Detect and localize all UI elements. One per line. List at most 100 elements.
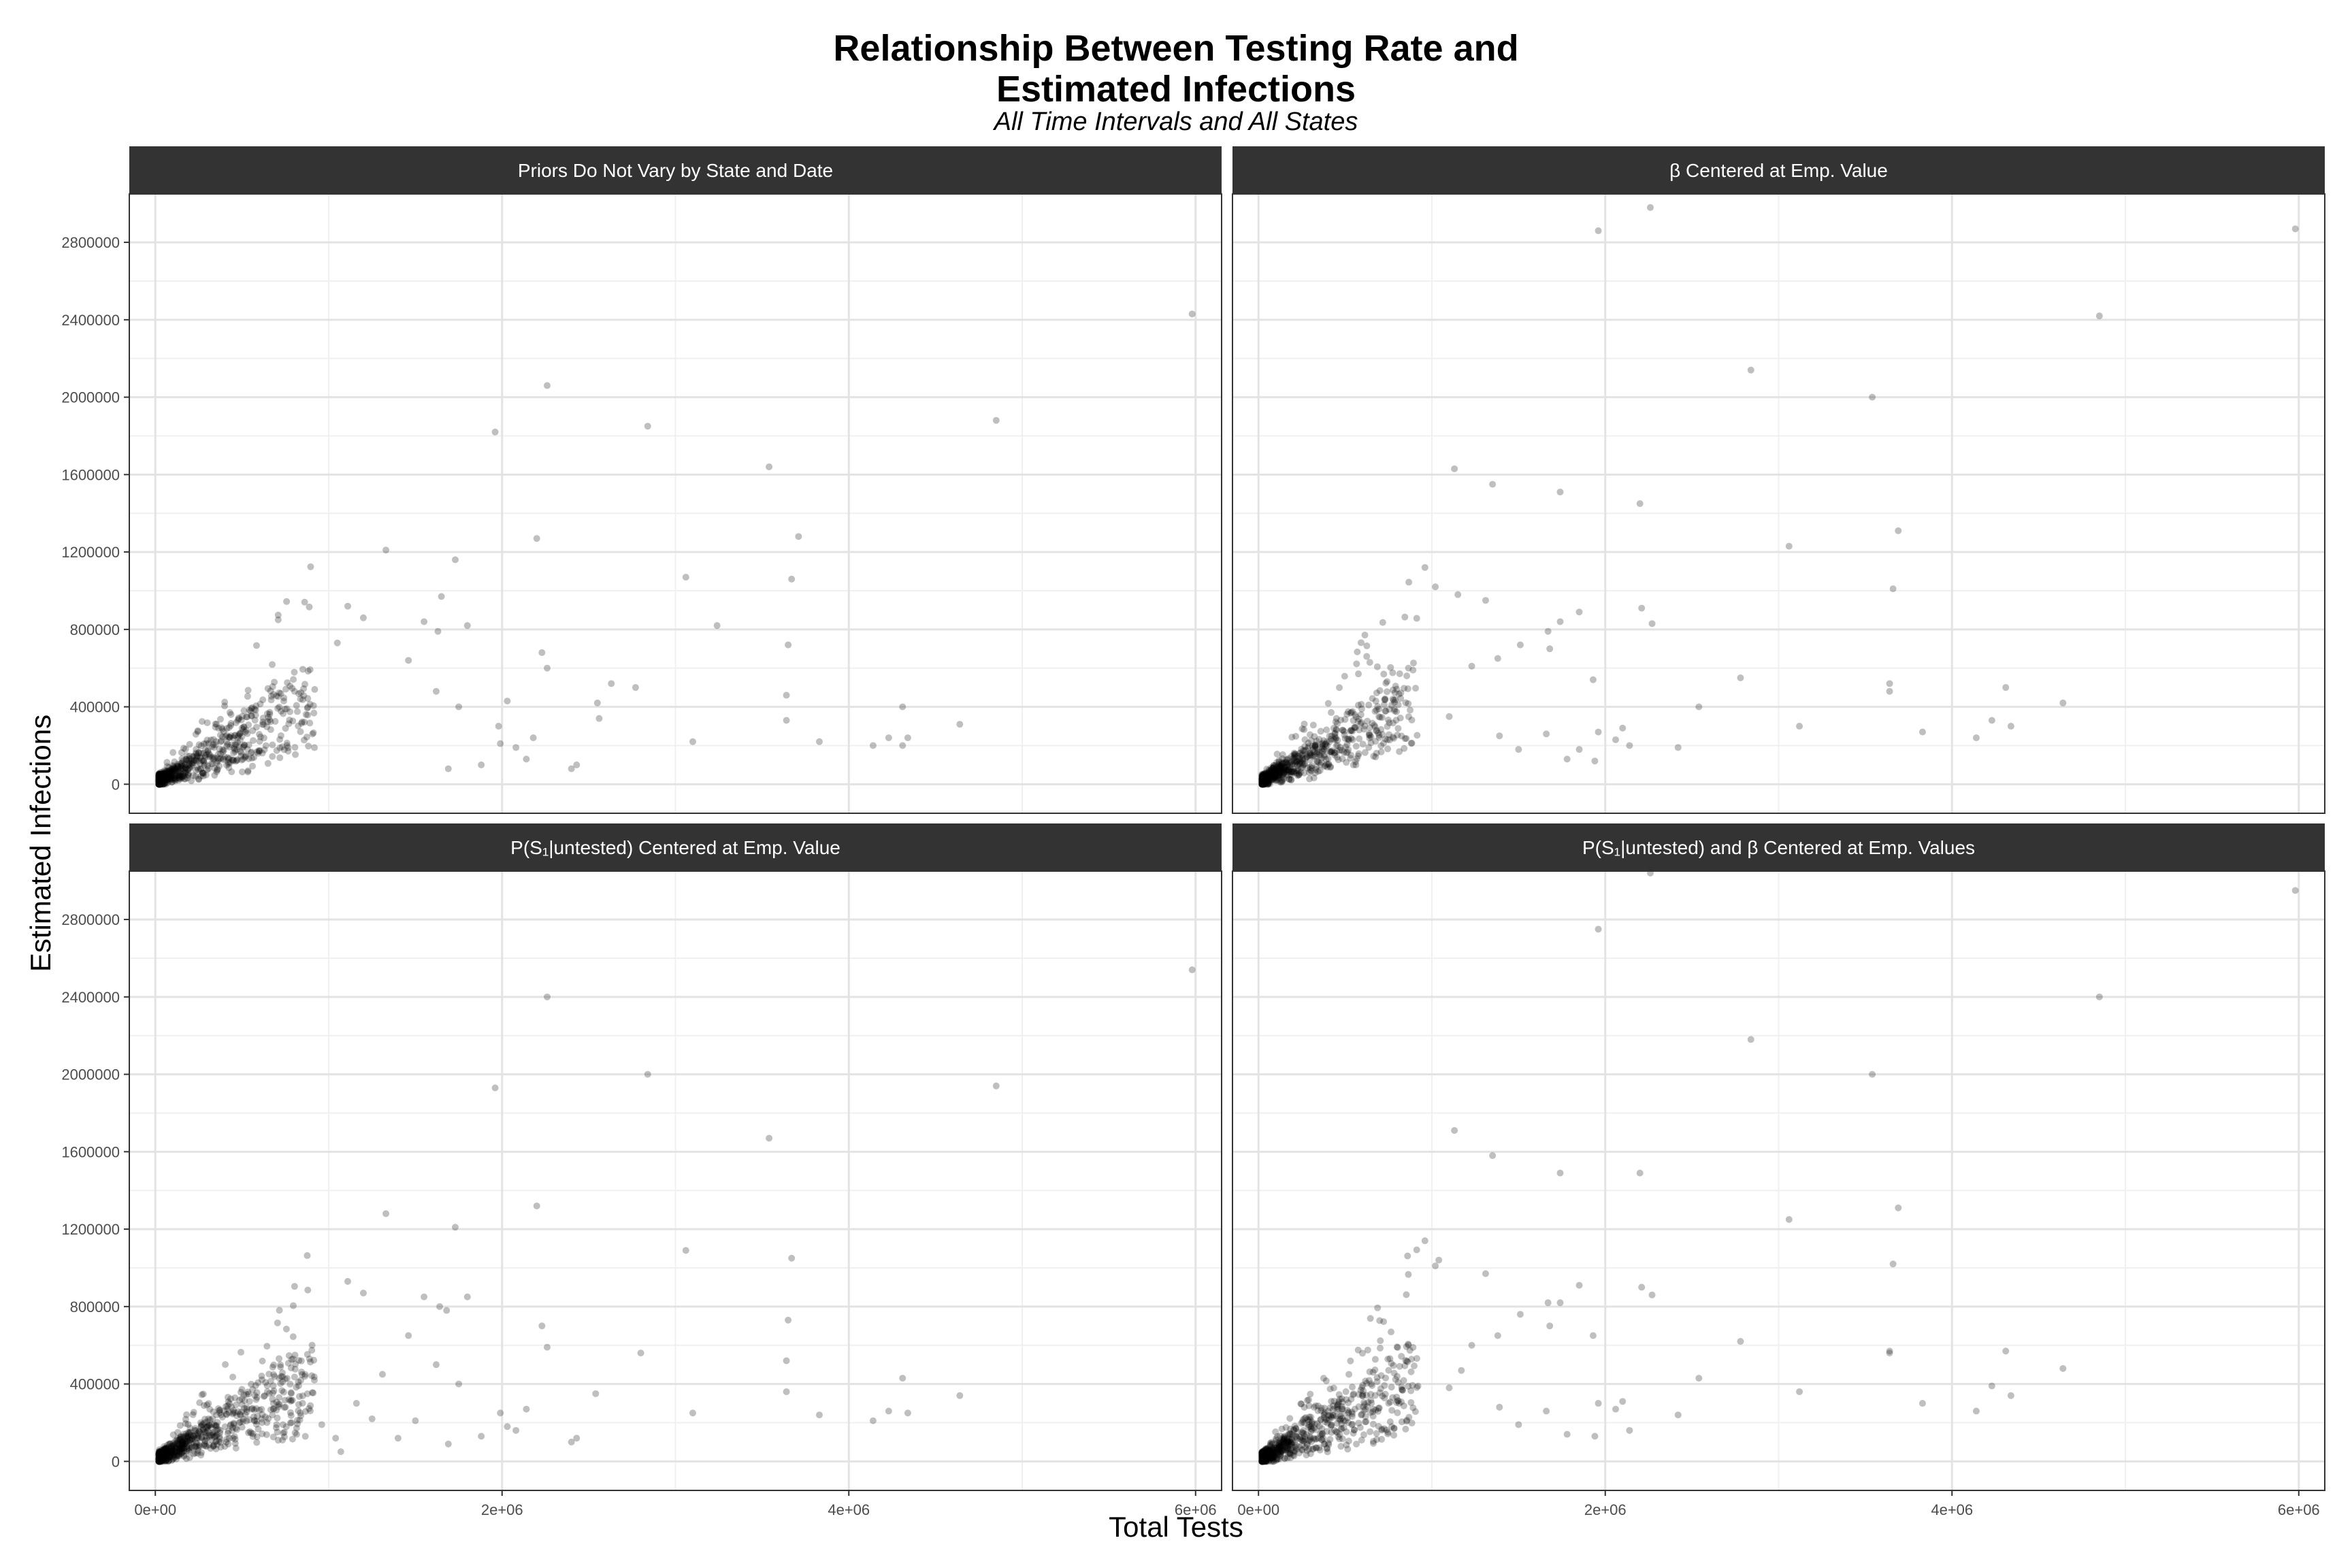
data-point bbox=[188, 755, 195, 763]
data-point bbox=[1284, 772, 1291, 779]
data-point bbox=[956, 1392, 964, 1399]
data-point bbox=[167, 770, 175, 778]
data-point bbox=[158, 1454, 165, 1461]
data-point bbox=[2095, 312, 2103, 320]
data-point bbox=[232, 1444, 240, 1452]
data-point bbox=[238, 1408, 245, 1416]
data-point bbox=[1345, 1399, 1352, 1407]
data-point bbox=[1271, 768, 1278, 775]
data-point bbox=[155, 779, 163, 787]
data-point bbox=[1262, 772, 1270, 780]
data-point bbox=[160, 770, 167, 778]
data-point bbox=[275, 1401, 282, 1408]
data-point bbox=[1291, 750, 1298, 757]
data-point bbox=[1306, 731, 1313, 738]
data-point bbox=[1345, 746, 1352, 753]
data-point bbox=[1263, 766, 1271, 773]
data-point bbox=[1259, 773, 1267, 781]
data-point bbox=[274, 1319, 281, 1326]
data-point bbox=[157, 779, 164, 787]
data-point bbox=[248, 705, 255, 713]
data-point bbox=[200, 757, 208, 764]
data-point bbox=[263, 723, 271, 731]
data-point bbox=[292, 1360, 299, 1368]
data-point bbox=[1376, 687, 1384, 694]
data-point bbox=[1375, 734, 1383, 741]
data-point bbox=[169, 771, 177, 779]
data-point bbox=[231, 745, 239, 753]
data-point bbox=[159, 772, 167, 779]
chart-subtitle: All Time Intervals and All States bbox=[994, 108, 1358, 136]
data-point bbox=[216, 1435, 224, 1443]
data-point bbox=[1379, 619, 1386, 626]
data-point bbox=[1305, 1446, 1313, 1453]
data-point bbox=[168, 775, 176, 783]
data-point bbox=[155, 781, 163, 788]
data-point bbox=[178, 774, 186, 781]
data-point bbox=[177, 772, 184, 780]
data-point bbox=[1259, 773, 1267, 781]
data-point bbox=[155, 777, 163, 785]
data-point bbox=[197, 766, 204, 773]
data-point bbox=[1284, 766, 1291, 774]
data-point bbox=[234, 717, 242, 724]
data-point bbox=[783, 691, 790, 699]
data-point bbox=[1269, 775, 1276, 783]
data-point bbox=[220, 755, 227, 762]
data-point bbox=[159, 781, 167, 788]
data-point bbox=[421, 1293, 428, 1301]
data-point bbox=[1295, 761, 1303, 768]
data-point bbox=[1261, 778, 1269, 785]
data-point bbox=[1393, 708, 1401, 715]
data-point bbox=[1344, 749, 1352, 756]
data-point bbox=[1269, 774, 1276, 781]
data-point bbox=[1394, 725, 1402, 732]
data-point bbox=[233, 757, 240, 764]
data-point bbox=[155, 770, 163, 778]
data-point bbox=[497, 1409, 504, 1417]
data-point bbox=[1262, 769, 1270, 777]
data-point bbox=[904, 734, 911, 742]
data-point bbox=[219, 733, 227, 740]
data-point bbox=[1261, 777, 1269, 784]
data-point bbox=[291, 687, 298, 695]
data-point bbox=[1263, 774, 1271, 781]
data-point bbox=[221, 698, 229, 706]
data-point bbox=[1313, 738, 1320, 745]
data-point bbox=[220, 728, 227, 735]
data-point bbox=[162, 777, 169, 784]
data-point bbox=[190, 753, 197, 760]
data-point bbox=[1274, 772, 1281, 779]
data-point bbox=[165, 772, 173, 780]
data-point bbox=[200, 762, 208, 769]
data-point bbox=[608, 680, 615, 687]
data-point bbox=[179, 765, 186, 772]
data-point bbox=[159, 768, 166, 776]
data-point bbox=[171, 1454, 178, 1461]
data-point bbox=[218, 725, 226, 733]
data-point bbox=[232, 741, 240, 749]
data-point bbox=[269, 741, 276, 749]
data-point bbox=[1421, 1237, 1428, 1245]
data-point bbox=[207, 736, 214, 744]
data-point bbox=[156, 778, 163, 785]
data-point bbox=[1394, 732, 1401, 739]
data-point bbox=[1371, 721, 1378, 729]
data-point bbox=[280, 1388, 287, 1396]
data-point bbox=[198, 1434, 206, 1441]
data-point bbox=[1258, 780, 1266, 787]
data-point bbox=[1324, 764, 1331, 771]
data-point bbox=[1543, 730, 1550, 738]
data-point bbox=[206, 1405, 214, 1413]
data-point bbox=[1319, 741, 1326, 749]
data-point bbox=[156, 1449, 163, 1456]
data-point bbox=[1301, 747, 1308, 755]
data-point bbox=[156, 778, 163, 785]
data-point bbox=[1382, 707, 1389, 715]
data-point bbox=[1307, 749, 1314, 757]
data-point bbox=[1268, 772, 1275, 779]
data-point bbox=[1272, 762, 1279, 769]
data-point bbox=[155, 772, 163, 779]
data-point bbox=[1260, 780, 1267, 787]
y-tick-label: 2800000 bbox=[61, 911, 120, 928]
